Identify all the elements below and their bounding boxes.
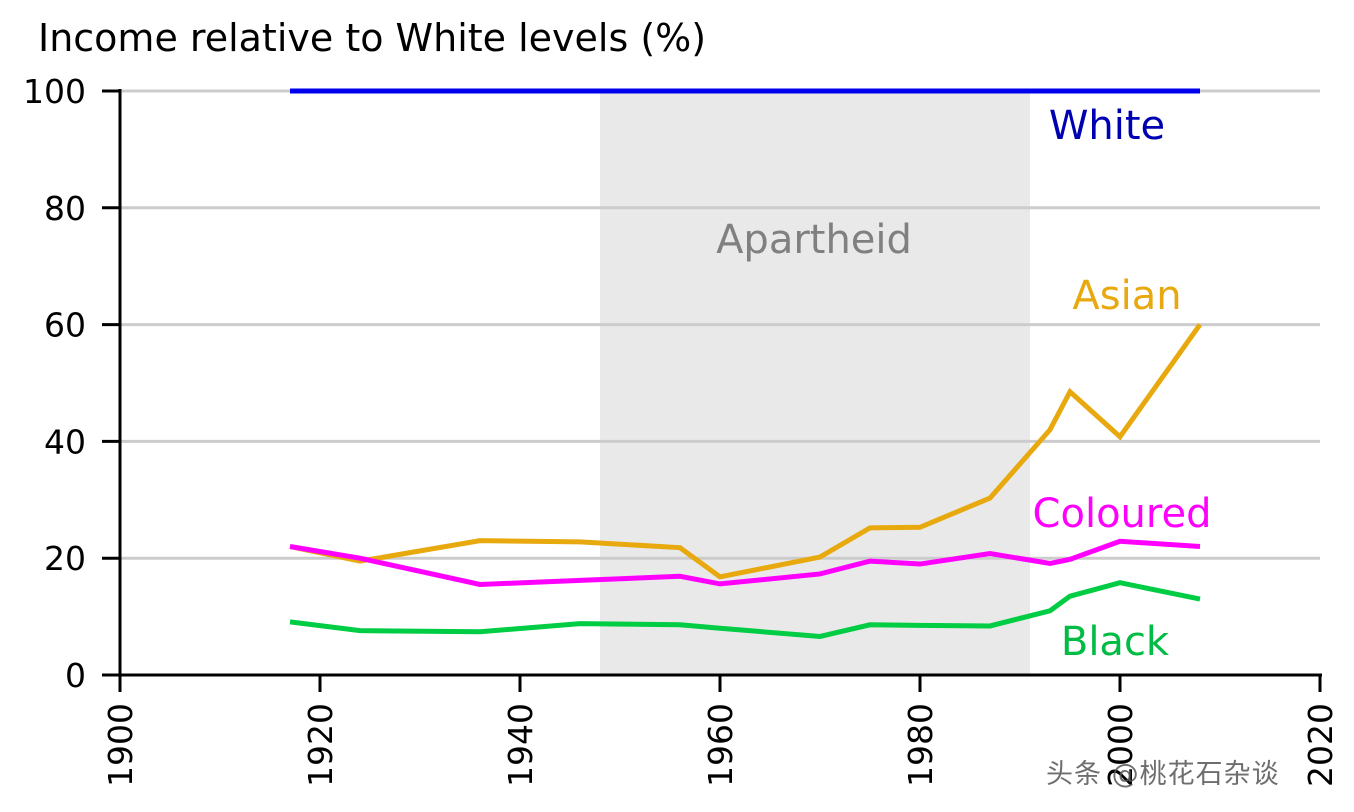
axes: 0 20 40 60 80 100 1900 1920 1940 1960 1980 2000 2020 — [23, 72, 1340, 787]
x-tick-label: 1940 — [501, 703, 540, 787]
y-tick-label: 20 — [44, 539, 86, 578]
x-tick-label: 1920 — [301, 703, 340, 787]
series-line-coloured — [289, 538, 1201, 587]
y-tick-label: 0 — [65, 656, 86, 695]
watermark: 头条 @桃花石杂谈 — [1046, 759, 1280, 790]
x-tick-label: 2020 — [1301, 703, 1340, 787]
series-label-white: White — [1049, 103, 1165, 149]
y-tick-label: 60 — [44, 306, 86, 345]
series-label-coloured: Coloured — [1033, 491, 1212, 537]
series-lines — [289, 88, 1203, 639]
y-tick-label: 40 — [44, 422, 86, 461]
x-tick-label: 1980 — [901, 703, 940, 787]
x-tick-label: 2000 — [1101, 703, 1140, 787]
x-tick-label: 1960 — [701, 703, 740, 787]
series-label-asian: Asian — [1072, 273, 1181, 319]
x-tick-label: 1900 — [101, 703, 140, 787]
series-label-black: Black — [1061, 619, 1170, 665]
series-line-black — [289, 580, 1201, 639]
chart-title: Income relative to White levels (%) — [38, 16, 706, 60]
y-tick-label: 100 — [23, 72, 86, 111]
series-line-asian — [289, 323, 1203, 580]
y-tick-label: 80 — [44, 189, 86, 228]
apartheid-label: Apartheid — [716, 217, 912, 263]
apartheid-region — [600, 91, 1030, 675]
